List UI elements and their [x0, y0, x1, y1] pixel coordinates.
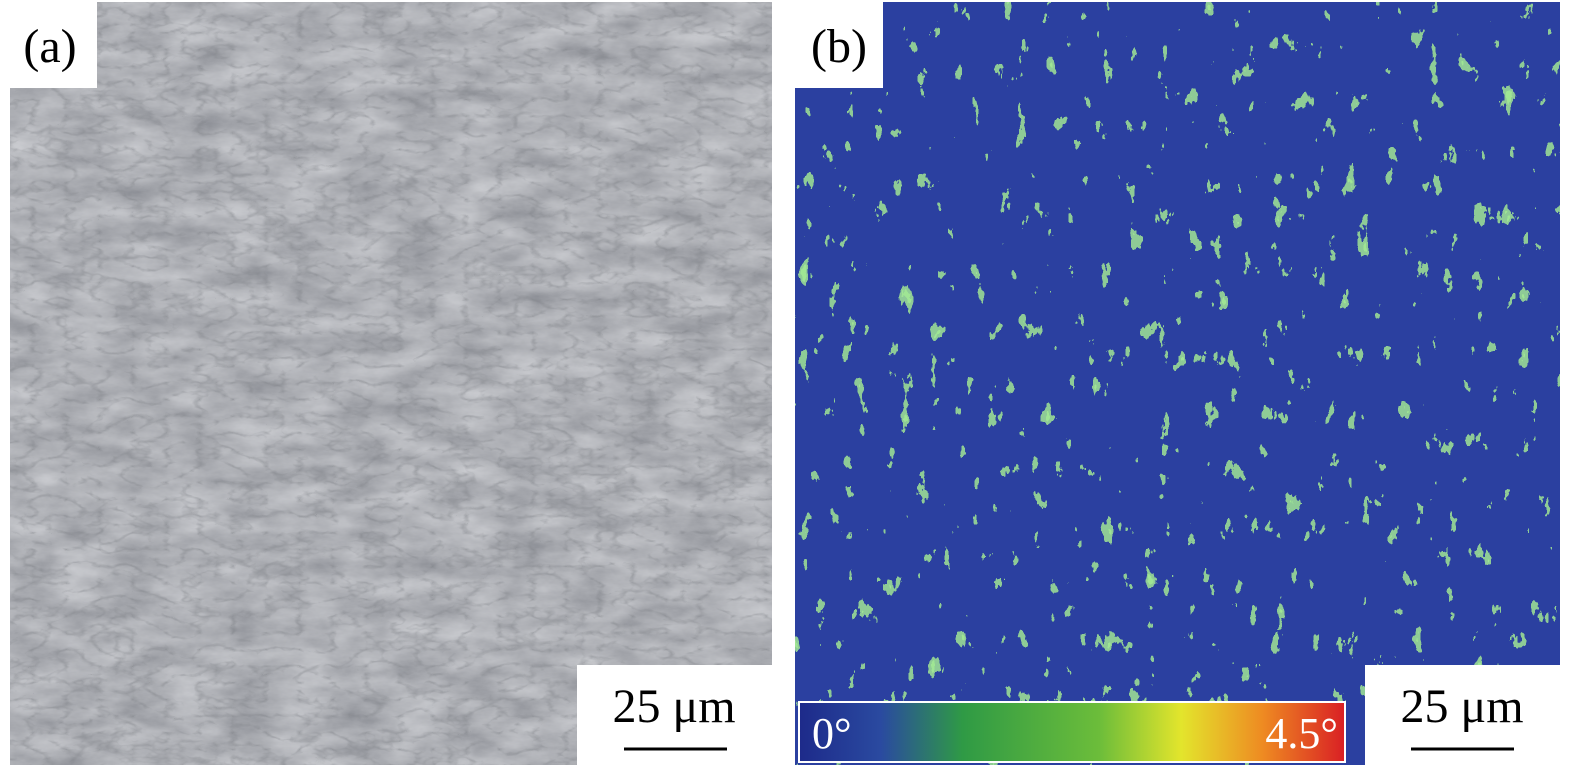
colorbar [798, 701, 1346, 763]
colorbar-min: 0° [812, 709, 852, 758]
scale-bar-label: 25 μm [612, 680, 735, 733]
kam-speckle [795, 2, 1560, 765]
panel-label: (a) [23, 20, 76, 73]
label-box [0, 0, 97, 88]
grain-boundaries [10, 2, 772, 765]
label-box [795, 0, 883, 88]
scale-bar-label: 25 μm [1400, 680, 1523, 733]
panel-label: (b) [811, 20, 867, 73]
colorbar-max: 4.5° [1265, 709, 1338, 758]
